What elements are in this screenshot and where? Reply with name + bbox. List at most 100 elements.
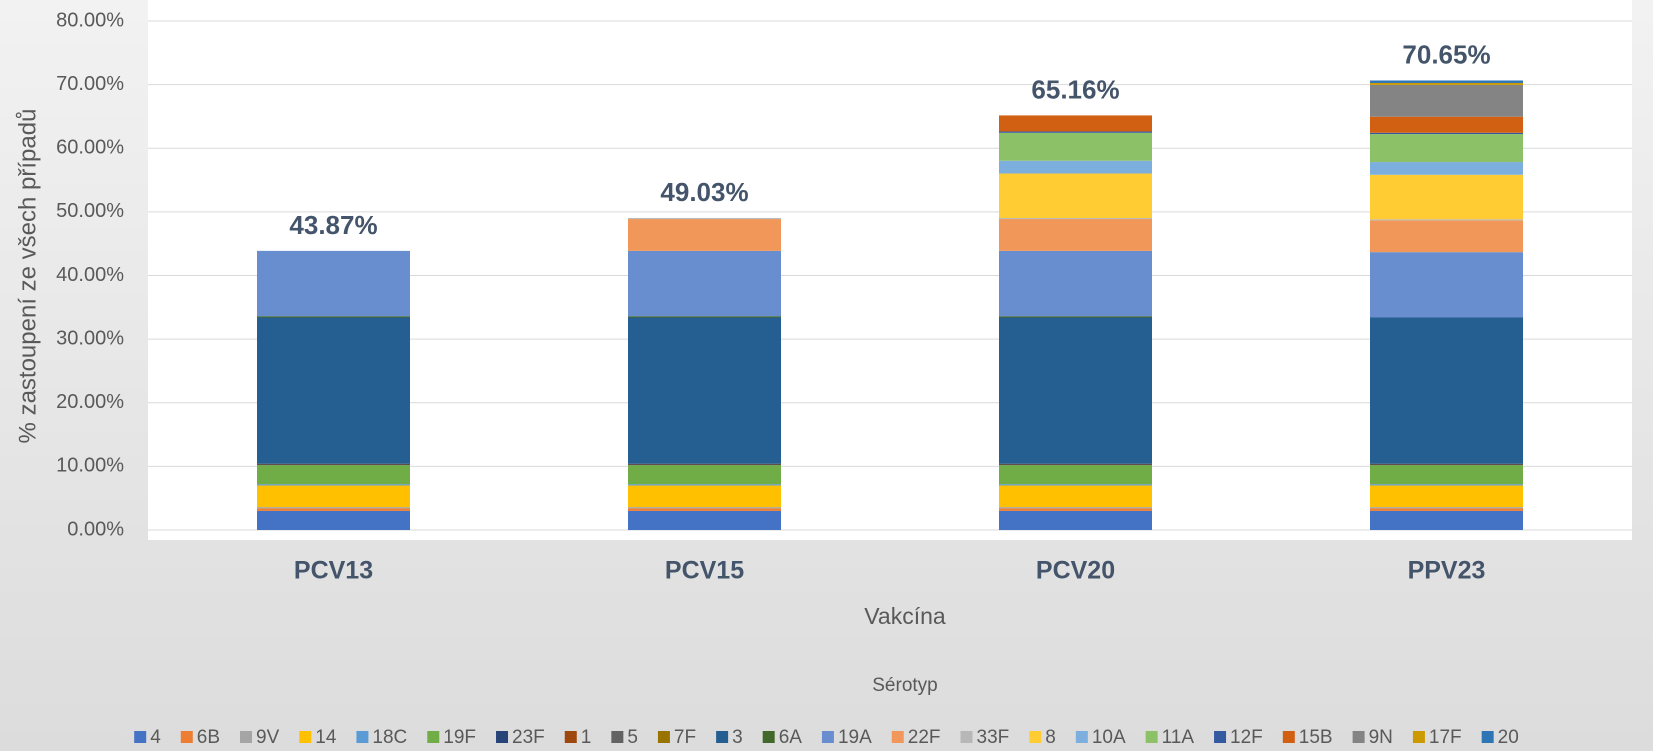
bar-segment — [1370, 484, 1523, 486]
legend-label: 9N — [1369, 727, 1393, 748]
bar-segment — [628, 218, 781, 220]
legend-swatch — [821, 731, 834, 743]
legend-label: 19F — [443, 727, 476, 748]
y-tick-label: 80.00% — [56, 9, 124, 31]
legend-swatch — [1481, 731, 1494, 743]
bar-segment — [257, 464, 410, 466]
bar-segment — [628, 219, 781, 251]
bar-segment — [999, 317, 1152, 464]
legend-label: 18C — [372, 727, 407, 748]
bar-segment — [628, 508, 781, 511]
bar-segment — [999, 485, 1152, 508]
bar-segment — [257, 484, 410, 486]
bar-segment — [1370, 510, 1523, 530]
bar-segment — [628, 250, 781, 317]
legend-swatch — [564, 731, 577, 743]
bar-segment — [628, 316, 781, 318]
bar-segment — [1370, 134, 1523, 163]
bar-segment — [628, 484, 781, 486]
bar-segment — [1370, 82, 1523, 85]
y-tick-label: 10.00% — [56, 455, 124, 477]
legend-title: Sérotyp — [872, 675, 937, 696]
legend-label: 9V — [256, 727, 280, 748]
x-tick-label: PCV20 — [1036, 557, 1115, 585]
legend-swatch — [356, 731, 369, 743]
legend-swatch — [716, 731, 729, 743]
bar-segment — [1370, 84, 1523, 117]
legend-label: 1 — [581, 727, 592, 748]
bar-segment — [1370, 219, 1523, 221]
bar-segment — [999, 507, 1152, 509]
legend-swatch — [427, 731, 440, 743]
bar-segment — [257, 485, 410, 508]
bar-segment — [1370, 116, 1523, 133]
bar-segment — [628, 485, 781, 508]
bar-segment — [999, 465, 1152, 485]
legend-swatch — [611, 731, 624, 743]
bar-segment — [628, 507, 781, 509]
legend-swatch — [1282, 731, 1295, 743]
legend-label: 23F — [512, 727, 545, 748]
total-label: 70.65% — [1402, 39, 1490, 69]
y-tick-label: 0.00% — [67, 518, 124, 540]
legend-swatch — [1352, 731, 1365, 743]
bar-segment — [999, 463, 1152, 465]
bar-segment — [999, 316, 1152, 318]
bar-segment — [999, 173, 1152, 219]
y-tick-label: 60.00% — [56, 137, 124, 159]
legend-swatch — [299, 731, 312, 743]
bar-segment — [999, 115, 1152, 132]
y-tick-label: 70.00% — [56, 73, 124, 95]
legend-swatch — [1214, 731, 1227, 743]
legend-swatch — [1412, 731, 1425, 743]
x-tick-label: PPV23 — [1408, 557, 1486, 585]
bar-segment — [1370, 132, 1523, 135]
legend-label: 7F — [674, 727, 696, 748]
legend-swatch — [960, 731, 973, 743]
legend-swatch — [891, 731, 904, 743]
bar-segment — [257, 508, 410, 511]
x-axis-title: Vakcína — [864, 603, 946, 629]
legend-label: 3 — [732, 727, 743, 748]
legend-label: 20 — [1498, 727, 1519, 748]
legend-swatch — [1029, 731, 1042, 743]
legend-swatch — [240, 731, 253, 743]
bar-segment — [1370, 80, 1523, 83]
total-label: 49.03% — [660, 177, 748, 207]
bar-segment — [999, 464, 1152, 466]
bar-segment — [1370, 252, 1523, 318]
y-tick-label: 20.00% — [56, 391, 124, 413]
legend-label: 6B — [197, 727, 220, 748]
legend-label: 33F — [977, 727, 1010, 748]
x-tick-label: PCV15 — [665, 557, 744, 585]
bar-segment — [257, 463, 410, 465]
total-label: 43.87% — [289, 210, 377, 240]
legend-swatch — [496, 731, 509, 743]
y-axis-title: % zastoupení ze všech případů — [14, 109, 41, 444]
legend-label: 19A — [838, 727, 872, 748]
bar-segment — [1370, 220, 1523, 253]
y-tick-label: 50.00% — [56, 200, 124, 222]
legend-label: 11A — [1162, 727, 1195, 748]
legend-swatch — [134, 731, 147, 743]
bar-segment — [999, 510, 1152, 530]
bar-segment — [999, 508, 1152, 511]
bar-segment — [628, 317, 781, 464]
bar-segment — [1370, 463, 1523, 465]
bar-segment — [999, 160, 1152, 174]
bar-segment — [628, 465, 781, 485]
legend-swatch — [1075, 731, 1088, 743]
bar-segment — [1370, 508, 1523, 511]
bar-segment — [257, 250, 410, 317]
legend-label: 17F — [1429, 727, 1462, 748]
x-tick-label: PCV13 — [294, 557, 373, 585]
bar-segment — [1370, 464, 1523, 466]
legend-label: 5 — [627, 727, 638, 748]
bar-segment — [257, 316, 410, 318]
legend-label: 4 — [150, 727, 161, 748]
legend-swatch — [762, 731, 775, 743]
bar-segment — [257, 465, 410, 485]
bar-segment — [999, 132, 1152, 161]
bar-segment — [257, 510, 410, 530]
